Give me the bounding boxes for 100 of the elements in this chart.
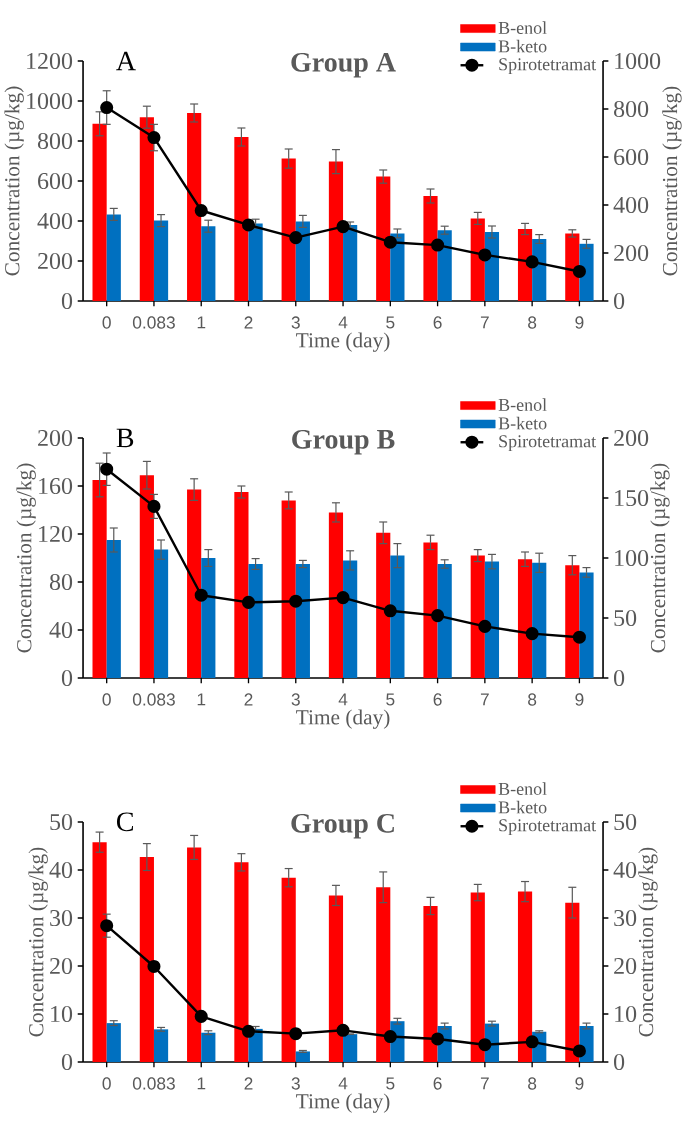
bar [376,887,391,1062]
bar [565,902,580,1062]
bar [517,559,533,678]
bar [470,555,485,678]
point [241,218,256,232]
bar [295,564,310,678]
bar [201,1032,216,1062]
bar [517,229,533,301]
bar [328,895,344,1062]
y2-tick-label: 600 [614,148,649,166]
y-tick-label: 40 [49,621,73,639]
y-tick-label: 120 [39,525,73,543]
x-tick-label: 2 [244,1077,253,1090]
y2-tick-label: 40 [613,861,637,879]
x-axis-title: Time (day) [296,1093,390,1113]
y2-tick-label: 0 [613,1053,625,1071]
bar [376,176,391,301]
y-tick-label: 400 [37,212,73,230]
bar [328,161,344,301]
point [336,220,350,234]
x-tick-label: 2 [244,316,253,329]
y-tick-label: 20 [50,957,73,975]
y-tick-label: 1200 [27,52,73,70]
point [383,235,397,249]
y-tick-label: 0 [61,669,73,687]
bar [390,233,405,301]
point [525,1035,539,1049]
bar [532,562,547,678]
bar [234,862,249,1062]
y2-tick-label: 150 [615,489,649,507]
y-axis-title: Concentration (µg/kg) [28,847,48,1037]
legend-label: B-keto [498,800,547,814]
y-tick-label: 0 [61,292,73,310]
x-tick-label: 7 [480,693,489,706]
y2-tick-label: 200 [614,429,649,447]
bar [234,137,249,301]
point [572,264,586,279]
y-tick-label: 160 [39,477,73,495]
y-tick-label: 80 [49,573,73,591]
point [572,1044,586,1058]
bar [92,842,107,1062]
x-axis-title: Time (day) [296,709,390,729]
y-tick-label: 40 [49,861,73,879]
y2-axis-title: Concentration (µg/kg) [662,86,682,276]
y-tick-label: 200 [38,252,73,270]
bar [248,223,263,301]
x-tick-label: 0 [102,316,111,329]
y-tick-label: 200 [38,429,73,447]
x-tick-label: 3 [291,316,300,329]
point [100,462,114,476]
point [572,630,586,644]
annotation: B [116,428,134,448]
bar [343,1034,358,1062]
y2-tick-label: 800 [613,100,649,118]
bar [343,225,358,301]
point [100,101,114,115]
y2-axis-title: Concentration (µg/kg) [650,463,670,653]
point [100,919,114,933]
y2-tick-label: 100 [615,549,649,567]
point [383,1030,397,1044]
point [289,594,303,608]
legend-label: Spirotetramat [499,819,596,836]
bar [437,564,452,678]
point [194,203,208,218]
x-axis-title: Time (day) [296,332,390,352]
point [241,595,256,609]
x-tick-label: 7 [480,316,489,329]
y-axis-title: Concentration (µg/kg) [16,463,36,653]
x-tick-label: 2 [244,693,253,706]
x-tick-label: 4 [338,316,348,329]
y-axis-title: Concentration (µg/kg) [4,86,24,276]
bar [281,500,296,678]
point [194,588,208,602]
bar [201,558,216,678]
x-tick-label: 0 [102,1077,111,1090]
bar [295,221,310,301]
point [383,604,397,618]
bar [281,158,296,301]
x-tick-label: 6 [433,693,442,706]
bar [187,847,202,1062]
x-tick-label: 0.083 [132,693,175,706]
bar [187,489,202,678]
bar [106,1023,121,1062]
bar [92,480,107,678]
point [147,499,161,513]
bar [139,857,154,1062]
chart-title: Group B [292,429,395,455]
y2-tick-label: 10 [615,1005,637,1023]
bar [139,117,154,301]
bar [106,214,121,301]
bar [579,243,594,301]
chart-title: Group C [291,813,394,839]
x-tick-label: 1 [197,1077,206,1090]
y2-tick-label: 20 [614,957,637,975]
y-tick-label: 30 [50,909,73,927]
legend-label: B-enol [498,398,547,411]
legend-label: B-keto [498,416,547,430]
x-tick-label: 5 [386,693,395,706]
x-tick-label: 1 [197,316,206,329]
bar [153,549,169,678]
